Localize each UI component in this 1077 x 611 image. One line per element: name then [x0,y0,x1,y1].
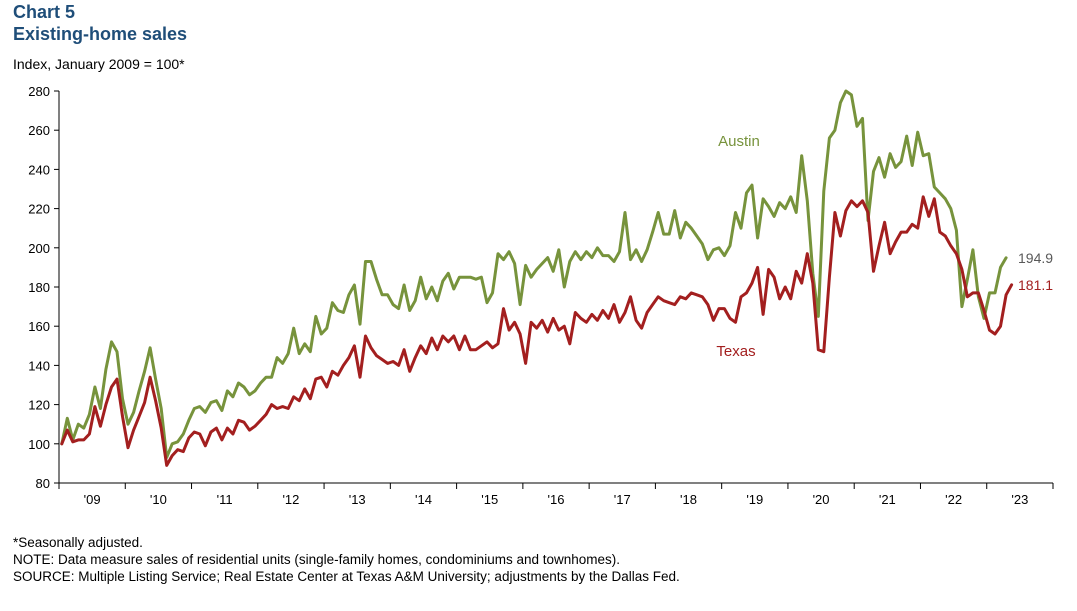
footnote-seasonal: *Seasonally adjusted. [13,535,143,550]
y-tick-label: 240 [28,162,50,177]
series-lines [60,89,1014,467]
x-tick-label: '21 [879,492,896,507]
x-tick-label: '20 [813,492,830,507]
y-tick-label: 100 [28,437,50,452]
end-value-label-austin: 194.9 [1018,250,1053,266]
series-name-austin: Austin [718,133,760,150]
x-tick-label: '15 [481,492,498,507]
y-tick-label: 200 [28,241,50,256]
y-tick-label: 80 [36,476,50,491]
y-tick-label: 120 [28,398,50,413]
y-tick-label: 140 [28,358,50,373]
chart-number: Chart 5 [13,2,76,22]
series-name-texas: Texas [716,343,755,360]
axes: 80 100 120 140 160 180 200 220 240 260 280 '09 '10 '1… [28,84,1054,507]
series-line-texas [60,195,1014,467]
footnote-source: SOURCE: Multiple Listing Service; Real E… [13,569,680,584]
footnotes: *Seasonally adjusted. NOTE: Data measure… [13,534,680,585]
y-tick-label: 260 [28,123,50,138]
x-tick-label: '17 [614,492,631,507]
x-tick-label: '13 [349,492,366,507]
x-tick-label: '11 [217,492,233,507]
x-tick-label: '23 [1011,492,1028,507]
y-tick-label: 220 [28,202,50,217]
end-value-label-texas: 181.1 [1018,277,1053,293]
x-tick-label: '14 [415,492,432,507]
y-tick-label: 180 [28,280,50,295]
x-tick-label: '12 [282,492,299,507]
series-line-austin [60,89,1008,459]
x-tick-label: '09 [84,492,101,507]
y-axis-unit-label: Index, January 2009 = 100* [13,56,185,72]
x-tick-label: '16 [548,492,565,507]
x-tick-label: '19 [746,492,763,507]
x-tick-label: '10 [150,492,167,507]
y-tick-label: 160 [28,319,50,334]
x-tick-label: '18 [680,492,697,507]
series-labels: Austin 194.9 Texas 181.1 [716,133,1053,360]
x-tick-label: '22 [945,492,962,507]
footnote-note: NOTE: Data measure sales of residential … [13,552,621,567]
chart-title: Existing-home sales [13,24,188,44]
y-tick-label: 280 [28,84,50,99]
